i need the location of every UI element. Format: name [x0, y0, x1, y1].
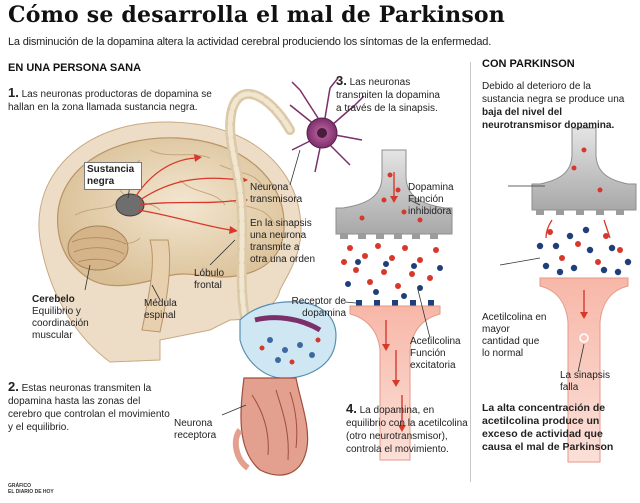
label-sinapsis-falla: La sinapsis falla	[560, 370, 611, 393]
label-medula: Médula espinal	[144, 298, 177, 321]
step-3: 3. Las neuronas transmiten la dopamina a…	[336, 74, 446, 115]
step-3-text: Las neuronas transmiten la dopamina a tr…	[336, 77, 440, 114]
step-3-number: 3.	[336, 73, 347, 88]
label-acetilcolina-funcion: Acetilcolina Función excitatoria	[410, 336, 461, 371]
label-cerebelo: Cerebelo Equilibrio y coordinación muscu…	[32, 294, 116, 342]
transmitting-neuron	[225, 77, 365, 335]
label-neurona-transmisora: Neurona transmisora	[250, 182, 303, 205]
section-divider	[470, 62, 471, 482]
parkinson-synapse	[499, 127, 637, 463]
subtitle: La disminución de la dopamina altera la …	[8, 36, 492, 48]
label-sustancia-negra: Sustancia negra	[84, 162, 142, 190]
step-4-number: 4.	[346, 401, 357, 416]
credit: GRÁFICO EL DIARIO DE HOY	[8, 483, 54, 495]
step-2-text: Estas neuronas transmiten la dopamina ha…	[8, 383, 170, 433]
label-receptor: Receptor de dopamina	[291, 296, 346, 319]
label-dopamina-funcion: Dopamina Función inhibidora	[408, 182, 454, 217]
healthy-heading: EN UNA PERSONA SANA	[8, 62, 142, 74]
spinal-cord	[141, 239, 171, 333]
step-4: 4. La dopamina, en equilibrio con la ace…	[346, 402, 468, 456]
parkinson-intro: Debido al deterioro de la sustancia negr…	[482, 80, 632, 132]
step-1-number: 1.	[8, 85, 19, 100]
step-1-text: Las neuronas productoras de dopamina se …	[8, 89, 212, 113]
step-4-text: La dopamina, en equilibrio con la acetil…	[346, 405, 468, 455]
synapse-detail	[221, 301, 337, 476]
credit-line-1: GRÁFICO	[8, 483, 32, 489]
cerebelo-title: Cerebelo	[32, 294, 75, 305]
parkinson-intro-bold: baja del nivel del neurotransmisor dopam…	[482, 107, 615, 131]
page-title: Cómo se desarrolla el mal de Parkinson	[8, 2, 505, 28]
credit-line-2: EL DIARIO DE HOY	[8, 489, 54, 495]
parkinson-conclusion: La alta concentración de acetilcolina pr…	[482, 402, 614, 453]
label-acetilcolina-mayor: Acetilcolina en mayor cantidad que lo no…	[482, 312, 547, 359]
label-lobulo: Lóbulo frontal	[194, 268, 225, 291]
healthy-synapse	[335, 149, 453, 461]
parkinson-heading: CON PARKINSON	[482, 58, 575, 70]
label-neurona-receptora: Neurona receptora	[174, 418, 217, 441]
step-1: 1. Las neuronas productoras de dopamina …	[8, 86, 220, 114]
parkinson-intro-text: Debido al deterioro de la sustancia negr…	[482, 81, 625, 105]
step-2-number: 2.	[8, 379, 19, 394]
label-sinapsis: En la sinapsis una neurona transmite a o…	[250, 218, 316, 265]
substantia-nigra	[115, 193, 145, 217]
cerebelo-desc: Equilibrio y coordinación muscular	[32, 306, 89, 341]
step-2: 2. Estas neuronas transmiten la dopamina…	[8, 380, 174, 434]
